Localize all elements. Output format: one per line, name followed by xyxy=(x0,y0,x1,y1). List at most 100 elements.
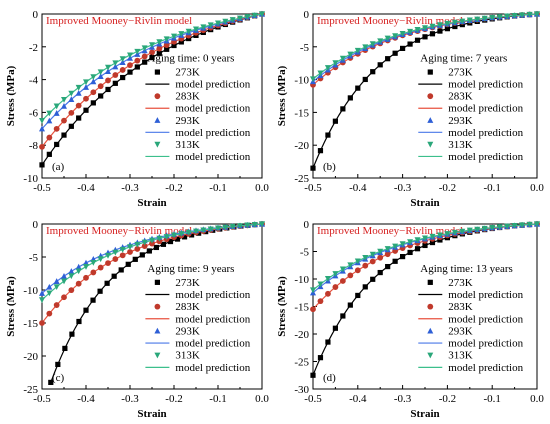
data-point-313K xyxy=(399,30,406,37)
data-point-313K xyxy=(112,60,119,67)
x-tick-label: 0.0 xyxy=(530,393,544,405)
x-tick-label: -0.5 xyxy=(304,393,322,405)
data-point-313K xyxy=(534,221,540,228)
data-point-293K xyxy=(61,102,67,109)
data-point-273K xyxy=(142,59,148,65)
x-tick-label: -0.3 xyxy=(121,182,139,194)
data-point-273K xyxy=(385,56,391,62)
legend-label: model prediction xyxy=(448,151,523,163)
data-point-273K xyxy=(437,28,443,34)
data-point-273K xyxy=(310,372,316,378)
x-tick-label: -0.3 xyxy=(394,393,412,405)
legend-marker-273K xyxy=(154,69,160,75)
legend-label: model prediction xyxy=(175,289,250,301)
data-point-283K xyxy=(75,280,82,287)
data-point-273K xyxy=(39,162,45,168)
x-tick-label: -0.5 xyxy=(33,393,51,405)
data-point-313K xyxy=(436,232,443,239)
data-point-273K xyxy=(437,237,443,243)
legend-label: 313K xyxy=(448,350,473,362)
data-point-313K xyxy=(354,47,361,54)
panel-label: (c) xyxy=(52,372,65,384)
data-point-313K xyxy=(75,268,82,275)
legend-label: 283K xyxy=(448,301,473,313)
y-tick-label: -4 xyxy=(29,75,39,87)
data-point-313K xyxy=(185,229,192,236)
data-point-313K xyxy=(362,44,369,51)
data-point-313K xyxy=(347,262,354,269)
data-point-313K xyxy=(339,55,346,62)
data-point-283K xyxy=(68,287,75,294)
legend-label: 313K xyxy=(175,350,200,362)
data-point-313K xyxy=(332,60,339,67)
data-point-293K xyxy=(46,283,53,290)
legend-label: 293K xyxy=(448,325,473,337)
legend-label: model prediction xyxy=(448,127,523,139)
legend-label: 273K xyxy=(175,67,200,79)
data-point-313K xyxy=(362,254,369,261)
y-tick-label: -25 xyxy=(294,173,309,185)
data-point-283K xyxy=(105,260,111,266)
data-point-313K xyxy=(511,12,518,19)
data-point-273K xyxy=(160,241,167,247)
data-point-273K xyxy=(444,26,450,32)
chart-panel-c: -0.5 -0.4 -0.3 -0.2 -0.1 0.0 0 -5 -10 -15 -20 -25 St… xyxy=(5,219,269,420)
data-point-313K xyxy=(215,225,221,232)
data-point-313K xyxy=(310,76,316,83)
y-tick-label: 0 xyxy=(33,9,39,21)
x-tick-label: -0.2 xyxy=(439,182,456,194)
legend-label: 293K xyxy=(175,325,200,337)
data-point-313K xyxy=(222,18,229,25)
data-point-313K xyxy=(237,223,243,230)
y-tick-label: -15 xyxy=(294,107,309,119)
data-point-313K xyxy=(414,237,421,244)
data-point-313K xyxy=(200,227,207,234)
data-point-313K xyxy=(489,225,496,231)
panel-label: (a) xyxy=(52,161,65,173)
data-point-293K xyxy=(83,84,89,90)
data-point-283K xyxy=(377,254,384,261)
y-tick-label: -5 xyxy=(300,42,310,54)
data-point-313K xyxy=(134,241,141,248)
data-point-313K xyxy=(134,48,141,55)
data-point-283K xyxy=(141,53,148,60)
data-point-273K xyxy=(118,267,124,273)
data-point-313K xyxy=(474,16,481,23)
legend-marker-313K xyxy=(427,352,434,359)
data-point-313K xyxy=(229,17,236,23)
x-tick-label: -0.2 xyxy=(439,393,456,405)
data-point-283K xyxy=(68,109,75,116)
data-point-273K xyxy=(174,236,181,242)
data-point-313K xyxy=(207,226,214,233)
y-tick-label: -10 xyxy=(23,173,38,185)
data-point-313K xyxy=(504,223,511,230)
data-point-313K xyxy=(75,84,82,91)
data-point-313K xyxy=(422,25,428,32)
y-tick-label: -10 xyxy=(294,75,309,87)
data-point-283K xyxy=(83,274,89,281)
data-point-313K xyxy=(127,244,133,251)
data-point-293K xyxy=(105,68,111,75)
legend-marker-273K xyxy=(427,69,433,75)
data-point-313K xyxy=(149,42,155,49)
aging-time-annotation: Aging time: 0 years xyxy=(147,53,234,65)
legend-marker-293K xyxy=(154,117,161,123)
legend-label: 293K xyxy=(175,115,200,127)
x-axis-label: Strain xyxy=(137,197,166,209)
data-point-283K xyxy=(61,117,67,124)
data-point-283K xyxy=(105,77,111,84)
data-point-313K xyxy=(163,36,170,43)
data-point-273K xyxy=(134,64,140,70)
data-point-313K xyxy=(68,90,75,97)
data-point-313K xyxy=(481,15,488,22)
data-point-273K xyxy=(112,80,118,86)
legend-label: 283K xyxy=(175,91,200,103)
data-point-313K xyxy=(466,227,473,234)
x-tick-label: -0.2 xyxy=(165,182,182,194)
data-point-273K xyxy=(362,76,368,83)
data-point-313K xyxy=(339,266,346,273)
data-point-283K xyxy=(339,278,346,284)
data-point-283K xyxy=(354,267,361,274)
data-point-283K xyxy=(325,290,331,297)
data-point-273K xyxy=(68,123,74,129)
